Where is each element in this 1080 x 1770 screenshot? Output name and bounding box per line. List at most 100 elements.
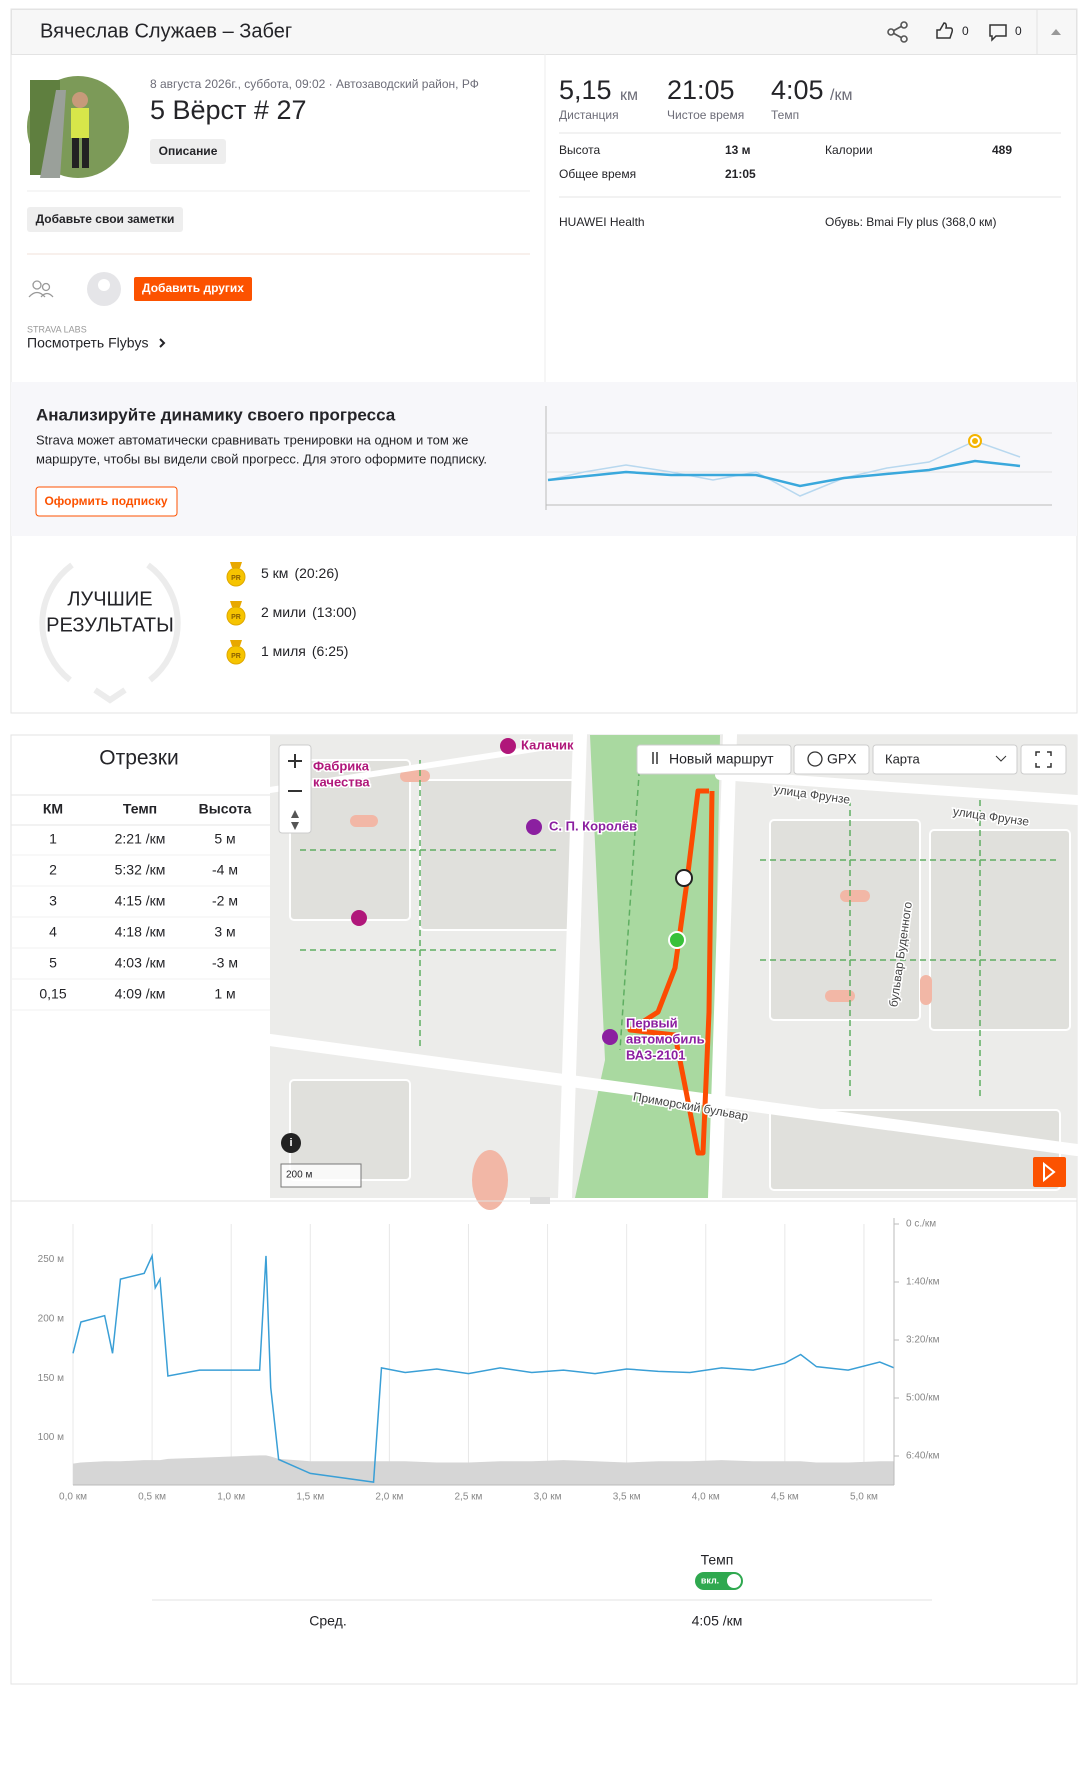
activity-meta: 8 августа 2026г., суббота, 09:02 · Автоз… (150, 77, 479, 91)
upsell-text: Strava может автоматически сравнивать тр… (36, 432, 468, 447)
map-label: С. П. Королёв (549, 818, 637, 833)
badge-text: ЛУЧШИЕ (67, 588, 152, 610)
new-route-button: Новый маршрут (669, 751, 774, 767)
detail-value: 13 м (725, 143, 751, 157)
map-label: автомобиль (626, 1031, 705, 1046)
chevron (159, 338, 166, 348)
header-bar (11, 9, 1077, 55)
x-tick-label: 5,0 км (850, 1492, 878, 1503)
device: HUAWEI Health (559, 215, 645, 229)
stat-value: 21:05 (667, 75, 735, 105)
share-icon[interactable] (887, 21, 908, 43)
add-others-bg[interactable] (134, 277, 252, 301)
description-button-bg[interactable] (150, 139, 226, 164)
y2-tick-label: 3:20/км (906, 1335, 940, 1346)
notes-button[interactable]: Добавьте свои заметки (36, 212, 175, 226)
comment-icon[interactable] (989, 24, 1007, 42)
detail-label: Высота (559, 143, 601, 157)
kudos-icon[interactable] (936, 22, 954, 39)
y-tick-label: 100 м (38, 1432, 64, 1443)
best-effort-name: 1 миля (261, 643, 306, 659)
add-others-button[interactable]: Добавить других (142, 281, 244, 295)
stat-label: Дистанция (559, 108, 619, 122)
laps-cell: 0,15 (39, 986, 66, 1002)
y-tick-label: 250 м (38, 1254, 64, 1265)
header-title: Вячеслав Служаев – Забег (40, 20, 292, 42)
laps-title: Отрезки (99, 747, 178, 770)
laps-cell: 2:21 /км (115, 831, 166, 847)
medal-icon: PR (231, 575, 241, 582)
subscribe-button[interactable]: Оформить подписку (44, 494, 167, 508)
toggle-knob (727, 1574, 741, 1588)
stat-unit: км (620, 87, 638, 104)
laps-cell: 4:18 /км (115, 924, 166, 940)
stat-value: 4:05 (771, 75, 824, 105)
shoes: Обувь: Bmai Fly plus (368,0 км) (825, 215, 996, 229)
laps-header: Темп (123, 801, 157, 817)
group-icon (28, 280, 54, 298)
kudos-count: 0 (962, 24, 969, 38)
y2-tick-label: 0 с./км (906, 1219, 936, 1230)
comment-count: 0 (1015, 24, 1022, 38)
medal (226, 645, 246, 665)
medal (226, 606, 246, 626)
x-tick-label: 2,5 км (455, 1492, 483, 1503)
map-label: качества (313, 774, 370, 789)
x-tick-label: 3,5 км (613, 1492, 641, 1503)
x-tick-label: 0,5 км (138, 1492, 166, 1503)
elevation-area (73, 1455, 894, 1485)
detail-value: 21:05 (725, 167, 756, 181)
detail-label: Общее время (559, 167, 636, 181)
laps-cell: 4 (49, 924, 57, 940)
x-tick-label: 4,5 км (771, 1492, 799, 1503)
detail-label: Калории (825, 143, 873, 157)
laps-header: КМ (43, 801, 63, 817)
map[interactable]: i (264, 728, 1080, 1210)
laps-cell: -2 м (212, 893, 238, 909)
best-effort: 2 мили (13:00) (261, 604, 356, 620)
flybys-link[interactable]: Посмотреть Flybys (27, 335, 149, 351)
laps-cell: -3 м (212, 955, 238, 971)
svg-text:i: i (289, 1137, 292, 1149)
laps-cell: -4 м (212, 862, 238, 878)
map-label: Первый (626, 1015, 678, 1030)
x-tick-label: 4,0 км (692, 1492, 720, 1503)
medal (230, 640, 242, 646)
subscribe-button-bg[interactable] (35, 486, 178, 517)
map-scale: 200 м (286, 1170, 312, 1181)
medal (230, 562, 242, 568)
laps-cell: 4:03 /км (115, 955, 166, 971)
labs-label: STRAVA LABS (27, 324, 87, 334)
summary-label: Сред. (309, 1613, 346, 1629)
best-effort-name: 5 км (261, 565, 288, 581)
map-label: ВАЗ-2101 (626, 1047, 686, 1062)
y-tick-label: 150 м (38, 1373, 64, 1384)
summary-value: 4:05 /км (692, 1613, 743, 1629)
laps-cell: 4:15 /км (115, 893, 166, 909)
best-effort: 1 миля (6:25) (261, 643, 348, 659)
gpx-button: GPX (827, 751, 857, 767)
stat-label: Темп (771, 108, 799, 122)
medal-icon: PR (231, 614, 241, 621)
y2-tick-label: 5:00/км (906, 1393, 940, 1404)
empty-avatar-head (98, 279, 110, 291)
laps-cell: 5 м (214, 831, 235, 847)
laps-cell: 5 (49, 955, 57, 971)
description-button[interactable]: Описание (159, 144, 218, 158)
upsell-title: Анализируйте динамику своего прогресса (36, 405, 396, 424)
stat-unit: /км (830, 87, 852, 104)
activity-name: 5 Вёрст # 27 (150, 95, 306, 125)
collapse-button[interactable] (1051, 29, 1061, 35)
avatar[interactable] (27, 76, 129, 178)
toggle-label: вкл. (701, 1575, 719, 1585)
resize-handle[interactable] (530, 1197, 550, 1204)
map-label: Фабрика (313, 758, 370, 773)
best-effort-time: (6:25) (312, 643, 349, 659)
pace-line (72, 1253, 895, 1483)
notes-button-bg[interactable] (27, 207, 183, 232)
laps-cell: 3 (49, 893, 57, 909)
laps-cell: 5:32 /км (115, 862, 166, 878)
laps-cell: 1 (49, 831, 57, 847)
x-tick-label: 1,5 км (296, 1492, 324, 1503)
y2-tick-label: 1:40/км (906, 1277, 940, 1288)
